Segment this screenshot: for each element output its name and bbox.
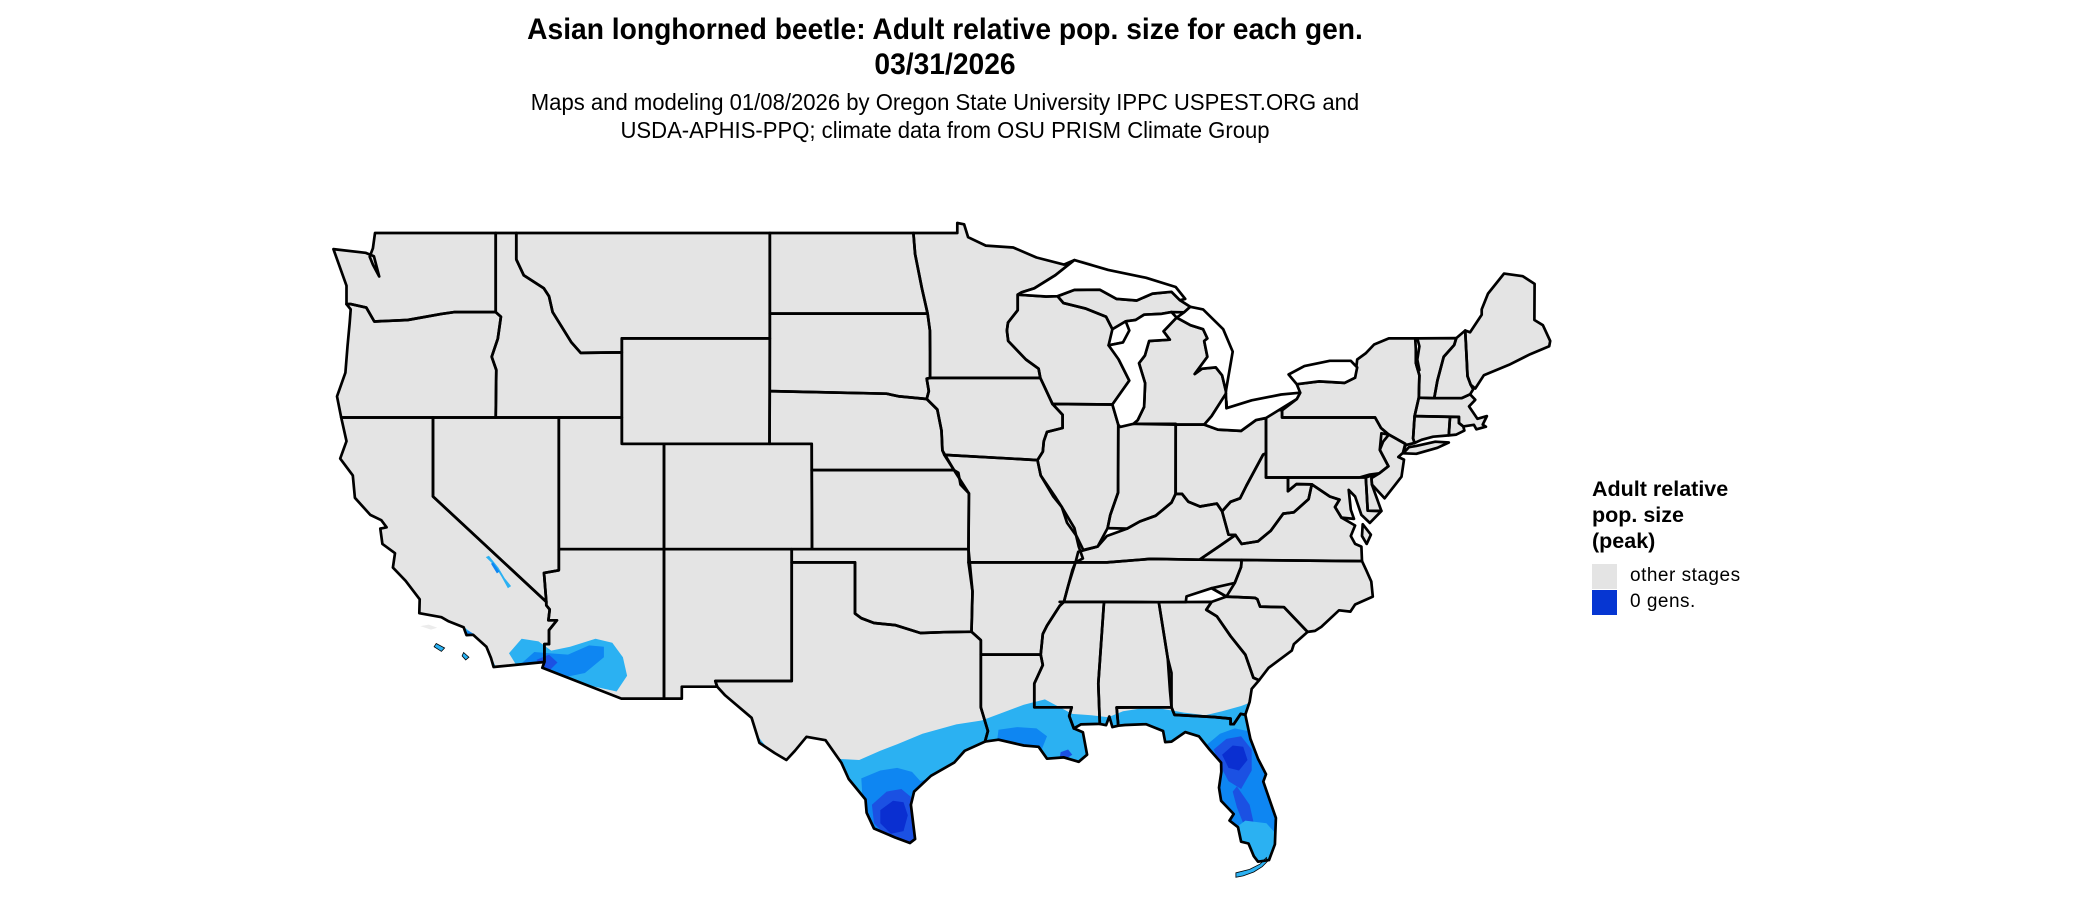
legend-items: other stages 0 gens. — [1592, 563, 1872, 615]
great-lakes — [1016, 258, 1421, 433]
legend-item-other-stages: other stages — [1592, 563, 1872, 589]
subtitle-line-1: Maps and modeling 01/08/2026 by Oregon S… — [530, 89, 1360, 115]
legend-title-line-1: Adult relative — [1592, 477, 1729, 501]
chart-title: Asian longhorned beetle: Adult relative … — [0, 12, 1890, 82]
legend-title: Adult relative pop. size (peak) — [1592, 476, 1872, 554]
state-fills — [333, 223, 1551, 862]
legend: Adult relative pop. size (peak) other st… — [1592, 476, 1872, 615]
other-stages-label: other stages — [1630, 565, 1741, 586]
legend-title-line-2: pop. size — [1592, 503, 1684, 527]
title-line-1: Asian longhorned beetle: Adult relative … — [527, 13, 1363, 46]
legend-title-line-3: (peak) — [1592, 529, 1656, 553]
state-borders — [332, 221, 1552, 864]
zero-gens-label: 0 gens. — [1630, 591, 1696, 612]
title-line-2: 03/31/2026 — [874, 48, 1016, 81]
legend-item-0-gens: 0 gens. — [1592, 589, 1872, 615]
other-stages-swatch — [1592, 563, 1617, 589]
zero-gens-swatch — [1592, 589, 1617, 615]
subtitle-line-2: USDA-APHIS-PPQ; climate data from OSU PR… — [620, 117, 1270, 143]
chart-subtitle: Maps and modeling 01/08/2026 by Oregon S… — [0, 88, 1890, 144]
